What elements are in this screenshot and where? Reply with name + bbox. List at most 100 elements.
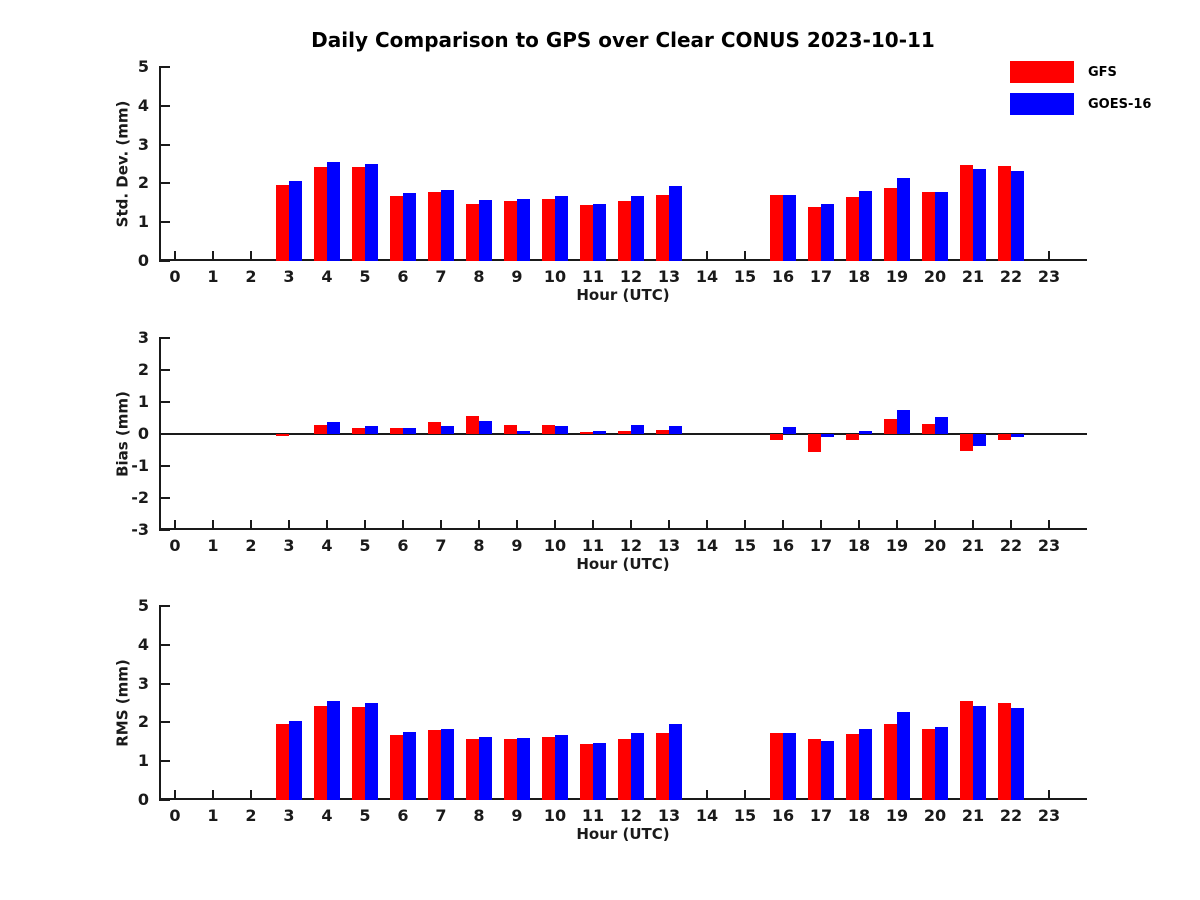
x-tick-label: 15 — [733, 806, 757, 825]
y-tick-label: 1 — [137, 212, 149, 232]
y-tick-label: 3 — [137, 134, 149, 154]
x-tick-label: 7 — [435, 267, 447, 286]
x-tick-label: 8 — [473, 267, 485, 286]
y-tick-label: 1 — [137, 392, 149, 411]
x-tick-mark — [706, 520, 708, 530]
bar-goes-16-hour-5 — [365, 702, 378, 800]
bar-gfs-hour-19 — [884, 188, 897, 261]
bar-gfs-hour-3 — [276, 434, 289, 437]
y-tick-label: 3 — [137, 673, 149, 693]
bias-subplot: Bias (mm) Hour (UTC) -3 -2 -1 0 1 2 3 0 1 2 3 4 5 6 7 8… — [114, 330, 1087, 572]
bar-goes-16-hour-13 — [669, 425, 682, 434]
y-tick-label: 2 — [137, 360, 149, 379]
bar-gfs-hour-11 — [580, 205, 593, 261]
bar-gfs-hour-9 — [504, 200, 517, 261]
rms-x-axis-label: Hour (UTC) — [576, 825, 670, 843]
zero-line — [159, 433, 1087, 435]
bar-goes-16-hour-17 — [821, 741, 834, 800]
bar-gfs-hour-21 — [960, 165, 973, 261]
bar-goes-16-hour-9 — [517, 737, 530, 800]
bar-goes-16-hour-17 — [821, 434, 834, 437]
bar-goes-16-hour-16 — [783, 427, 796, 434]
x-tick-label: 11 — [581, 536, 605, 555]
x-tick-label: 23 — [1037, 536, 1061, 555]
x-tick-label: 20 — [923, 806, 947, 825]
bar-goes-16-hour-19 — [897, 711, 910, 800]
bar-gfs-hour-18 — [846, 434, 859, 441]
bar-goes-16-hour-16 — [783, 733, 796, 800]
x-tick-label: 18 — [847, 267, 871, 286]
y-tick-mark — [159, 221, 170, 224]
bar-goes-16-hour-11 — [593, 430, 606, 434]
rms-subplot: RMS (mm) Hour (UTC) 0 1 2 3 4 5 0 1 2 3 4 5 6 7 8 9 10 11… — [114, 598, 1087, 842]
x-tick-label: 0 — [169, 267, 181, 286]
x-tick-label: 9 — [511, 536, 523, 555]
x-tick-label: 13 — [657, 806, 681, 825]
x-tick-label: 21 — [961, 806, 985, 825]
x-tick-label: 18 — [847, 806, 871, 825]
bar-gfs-hour-11 — [580, 432, 593, 434]
bar-goes-16-hour-12 — [631, 425, 644, 434]
y-tick-mark — [159, 497, 170, 499]
bar-gfs-hour-7 — [428, 191, 441, 261]
y-tick-label: 2 — [137, 712, 149, 732]
bar-goes-16-hour-12 — [631, 195, 644, 261]
bar-goes-16-hour-8 — [479, 420, 492, 434]
bar-gfs-hour-18 — [846, 734, 859, 800]
bar-gfs-hour-20 — [922, 728, 935, 800]
x-tick-label: 14 — [695, 536, 719, 555]
y-tick-label: 0 — [137, 251, 149, 270]
bar-goes-16-hour-7 — [441, 426, 454, 434]
bar-gfs-hour-19 — [884, 723, 897, 800]
x-tick-mark — [364, 520, 366, 530]
bar-gfs-hour-6 — [390, 735, 403, 800]
x-tick-mark — [592, 520, 594, 530]
x-tick-label: 22 — [999, 806, 1023, 825]
bar-gfs-hour-6 — [390, 428, 403, 434]
bar-goes-16-hour-21 — [973, 705, 986, 800]
x-tick-mark — [668, 520, 670, 530]
y-tick-label: 4 — [137, 634, 149, 654]
x-tick-mark — [858, 520, 860, 530]
bar-gfs-hour-17 — [808, 434, 821, 453]
x-tick-label: 12 — [619, 267, 643, 286]
y-tick-label: -3 — [131, 520, 149, 539]
x-tick-mark — [402, 520, 404, 530]
x-tick-mark — [250, 251, 252, 261]
x-tick-label: 22 — [999, 267, 1023, 286]
bar-gfs-hour-5 — [352, 427, 365, 434]
x-tick-label: 12 — [619, 806, 643, 825]
x-tick-mark — [896, 520, 898, 530]
x-tick-mark — [934, 520, 936, 530]
bar-goes-16-hour-8 — [479, 737, 492, 800]
bar-goes-16-hour-6 — [403, 732, 416, 800]
bar-goes-16-hour-22 — [1011, 434, 1024, 438]
x-tick-label: 7 — [435, 536, 447, 555]
x-tick-mark — [1048, 790, 1050, 800]
bar-gfs-hour-8 — [466, 415, 479, 434]
bar-gfs-hour-4 — [314, 706, 327, 800]
bar-gfs-hour-6 — [390, 196, 403, 261]
y-axis-spine — [159, 606, 161, 800]
x-tick-label: 6 — [397, 536, 409, 555]
bar-goes-16-hour-3 — [289, 721, 302, 800]
x-tick-label: 7 — [435, 806, 447, 825]
bar-goes-16-hour-21 — [973, 434, 986, 447]
bar-goes-16-hour-22 — [1011, 170, 1024, 261]
bar-gfs-hour-7 — [428, 730, 441, 800]
x-tick-label: 4 — [321, 267, 333, 286]
x-tick-label: 5 — [359, 806, 371, 825]
bar-goes-16-hour-5 — [365, 426, 378, 434]
bar-gfs-hour-13 — [656, 430, 669, 434]
x-tick-label: 2 — [245, 806, 257, 825]
bar-gfs-hour-11 — [580, 744, 593, 800]
bar-gfs-hour-21 — [960, 434, 973, 452]
bar-goes-16-hour-22 — [1011, 708, 1024, 800]
bar-gfs-hour-8 — [466, 203, 479, 261]
x-tick-label: 17 — [809, 267, 833, 286]
bar-gfs-hour-4 — [314, 167, 327, 261]
x-tick-mark — [250, 520, 252, 530]
x-tick-mark — [174, 520, 176, 530]
bar-goes-16-hour-18 — [859, 728, 872, 800]
bar-gfs-hour-5 — [352, 706, 365, 800]
